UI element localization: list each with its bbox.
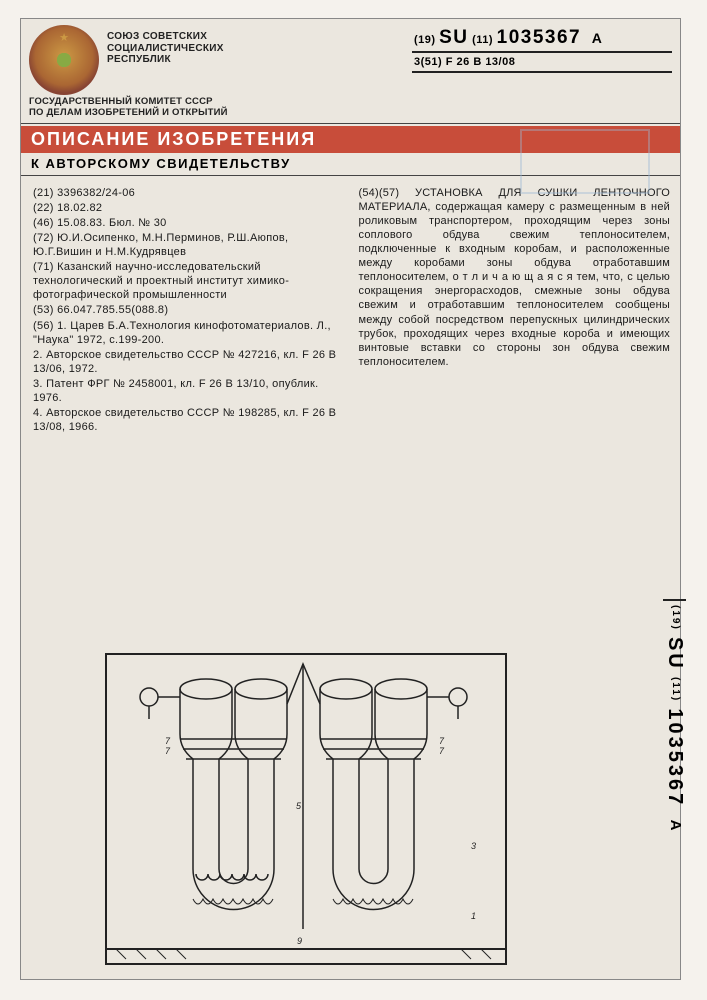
pub-kind: A: [592, 30, 603, 46]
class-prefix: 3(51): [414, 56, 442, 68]
publication-number: (19) SU (11) 1035367 A: [412, 25, 672, 53]
svg-text:1: 1: [471, 911, 476, 921]
pub-sub: (11): [472, 34, 493, 46]
pub-number: 1035367: [497, 27, 581, 48]
svg-text:7: 7: [165, 746, 171, 756]
side-number: 1035367: [664, 708, 686, 807]
committee: ГОСУДАРСТВЕННЫЙ КОМИТЕТ СССР ПО ДЕЛАМ ИЗ…: [21, 95, 680, 123]
side-sub: (11): [670, 677, 681, 702]
svg-text:3: 3: [471, 841, 476, 851]
abstract-body: содержащая камеру с размещенным в ней ро…: [359, 201, 671, 368]
class-code: F 26 B 13/08: [446, 56, 516, 68]
header-top: СОЮЗ СОВЕТСКИХ СОЦИАЛИСТИЧЕСКИХ РЕСПУБЛИ…: [21, 19, 680, 95]
pub-country: SU: [439, 27, 468, 48]
biblio-ref: 3. Патент ФРГ № 2458001, кл. F 26 B 13/1…: [33, 377, 345, 405]
svg-text:9: 9: [297, 936, 302, 946]
state-emblem: [29, 25, 99, 95]
svg-text:7: 7: [439, 736, 445, 746]
biblio-field: (46) 15.08.83. Бюл. № 30: [33, 216, 345, 230]
divider: [21, 123, 680, 124]
side-prefix: (19): [670, 605, 681, 631]
biblio-field: (53) 66.047.785.55(088.8): [33, 303, 345, 317]
stamp-mark: [520, 129, 650, 194]
classification: 3(51) F 26 B 13/08: [412, 53, 672, 73]
body-columns: (21) 3396382/24-06 (22) 18.02.82 (46) 15…: [21, 176, 680, 435]
committee-line: ПО ДЕЛАМ ИЗОБРЕТЕНИЙ И ОТКРЫТИЙ: [29, 108, 672, 119]
side-publication-label: (19) SU (11) 1035367 A: [663, 599, 686, 832]
biblio-field: (22) 18.02.82: [33, 201, 345, 215]
union-line: СОЦИАЛИСТИЧЕСКИХ: [107, 43, 404, 55]
biblio-field: (21) 3396382/24-06: [33, 186, 345, 200]
pub-prefix: (19): [414, 34, 436, 46]
biblio-ref: 2. Авторское свидетельство СССР № 427216…: [33, 348, 345, 376]
union-line: СОЮЗ СОВЕТСКИХ: [107, 31, 404, 43]
figure-svg: 77 77 5 31 9: [101, 649, 511, 969]
svg-text:5: 5: [296, 801, 302, 811]
side-country: SU: [664, 637, 686, 671]
biblio-ref: 4. Авторское свидетельство СССР № 198285…: [33, 406, 345, 434]
abstract-column: (54)(57) УСТАНОВКА ДЛЯ СУШКИ ЛЕНТОЧНОГО …: [359, 186, 671, 435]
svg-text:7: 7: [439, 746, 445, 756]
union-text: СОЮЗ СОВЕТСКИХ СОЦИАЛИСТИЧЕСКИХ РЕСПУБЛИ…: [107, 25, 404, 95]
biblio-field: (56) 1. Царев Б.А.Технология кинофотомат…: [33, 319, 345, 347]
biblio-field: (71) Казанский научно-исследовательский …: [33, 260, 345, 302]
svg-text:7: 7: [165, 736, 171, 746]
document-page: СОЮЗ СОВЕТСКИХ СОЦИАЛИСТИЧЕСКИХ РЕСПУБЛИ…: [20, 18, 681, 980]
publication-block: (19) SU (11) 1035367 A 3(51) F 26 B 13/0…: [412, 25, 672, 95]
bibliography-column: (21) 3396382/24-06 (22) 18.02.82 (46) 15…: [33, 186, 345, 435]
technical-figure: 77 77 5 31 9: [101, 649, 511, 969]
side-kind: A: [667, 820, 684, 833]
biblio-field: (72) Ю.И.Осипенко, М.Н.Перминов, Р.Ш.Аюп…: [33, 231, 345, 259]
union-line: РЕСПУБЛИК: [107, 54, 404, 66]
